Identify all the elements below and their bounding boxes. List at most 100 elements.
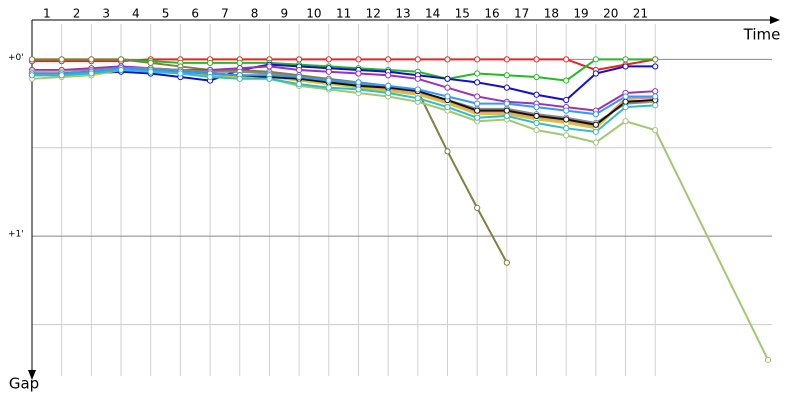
point	[444, 84, 451, 91]
point	[563, 107, 570, 114]
y-axis-arrow	[28, 370, 36, 380]
x-tick-label: 7	[221, 7, 229, 21]
point	[444, 75, 451, 82]
point	[563, 132, 570, 139]
point	[503, 259, 510, 266]
point	[533, 126, 540, 134]
x-tick-label: 21	[633, 7, 648, 21]
point	[385, 72, 392, 79]
point	[622, 93, 629, 100]
x-tick-label: 3	[102, 7, 110, 21]
x-tick-label: 9	[280, 7, 288, 21]
point	[147, 59, 154, 66]
series-line	[31, 68, 769, 361]
point	[474, 114, 481, 121]
point	[444, 93, 451, 100]
point	[503, 100, 510, 107]
point	[533, 73, 540, 81]
point	[474, 100, 481, 107]
x-tick-label: 12	[366, 7, 381, 21]
point	[622, 118, 629, 125]
point	[444, 104, 451, 111]
series-line	[32, 68, 656, 133]
x-axis-label: Time	[743, 26, 781, 44]
point	[414, 75, 421, 82]
point	[622, 56, 629, 63]
x-tick-label: 11	[336, 7, 351, 21]
point	[592, 56, 599, 63]
point	[355, 86, 362, 93]
point	[117, 66, 125, 74]
point	[444, 148, 451, 155]
point	[295, 56, 303, 63]
point	[533, 112, 540, 120]
point	[295, 66, 303, 74]
point	[622, 63, 629, 70]
point	[474, 204, 481, 211]
point	[474, 79, 481, 86]
point	[533, 56, 540, 63]
x-tick-label: 14	[425, 7, 440, 21]
point	[652, 102, 659, 109]
point	[28, 56, 36, 63]
point	[58, 56, 65, 63]
point	[592, 70, 599, 77]
point	[325, 84, 332, 91]
y-axis-label: Gap	[9, 375, 39, 393]
x-tick-label: 16	[484, 7, 499, 21]
point	[385, 82, 392, 89]
point	[652, 126, 659, 134]
x-tick-label: 13	[395, 7, 410, 21]
point	[652, 63, 659, 70]
point	[592, 139, 599, 146]
point	[652, 93, 659, 100]
point	[563, 116, 570, 123]
point	[764, 356, 772, 364]
point	[177, 70, 184, 77]
point	[474, 93, 481, 100]
point	[325, 77, 332, 84]
point	[503, 107, 510, 114]
point	[88, 70, 95, 77]
x-tick-label: 19	[573, 7, 588, 21]
x-tick-label: 17	[514, 7, 529, 21]
y-tick-label: +1'	[8, 230, 24, 240]
point	[206, 59, 214, 66]
point	[355, 70, 362, 77]
point	[117, 56, 125, 63]
point	[147, 68, 154, 75]
point	[58, 72, 65, 79]
point	[652, 88, 659, 95]
point	[88, 56, 95, 63]
point	[503, 56, 510, 63]
point	[592, 121, 599, 128]
x-tick-label: 18	[544, 7, 559, 21]
x-tick-label: 4	[132, 7, 140, 21]
point	[622, 104, 629, 111]
x-tick-label: 5	[162, 7, 170, 21]
point	[533, 119, 540, 127]
point	[414, 86, 421, 93]
x-tick-label: 6	[191, 7, 199, 21]
x-tick-label: 20	[603, 7, 618, 21]
y-tick-label: +0'	[8, 53, 24, 63]
point	[503, 112, 510, 120]
point	[266, 75, 273, 82]
x-tick-label: 15	[455, 7, 470, 21]
point	[266, 63, 273, 70]
point	[206, 73, 214, 81]
point	[295, 81, 303, 88]
point	[414, 56, 421, 63]
series-line	[32, 67, 656, 116]
point	[414, 95, 421, 102]
point	[444, 56, 451, 63]
series-line	[32, 67, 656, 125]
point	[385, 89, 392, 97]
series-line	[32, 63, 656, 102]
x-tick-label: 10	[306, 7, 321, 21]
point	[563, 96, 570, 104]
point	[592, 128, 599, 135]
x-axis-arrow	[770, 16, 780, 24]
